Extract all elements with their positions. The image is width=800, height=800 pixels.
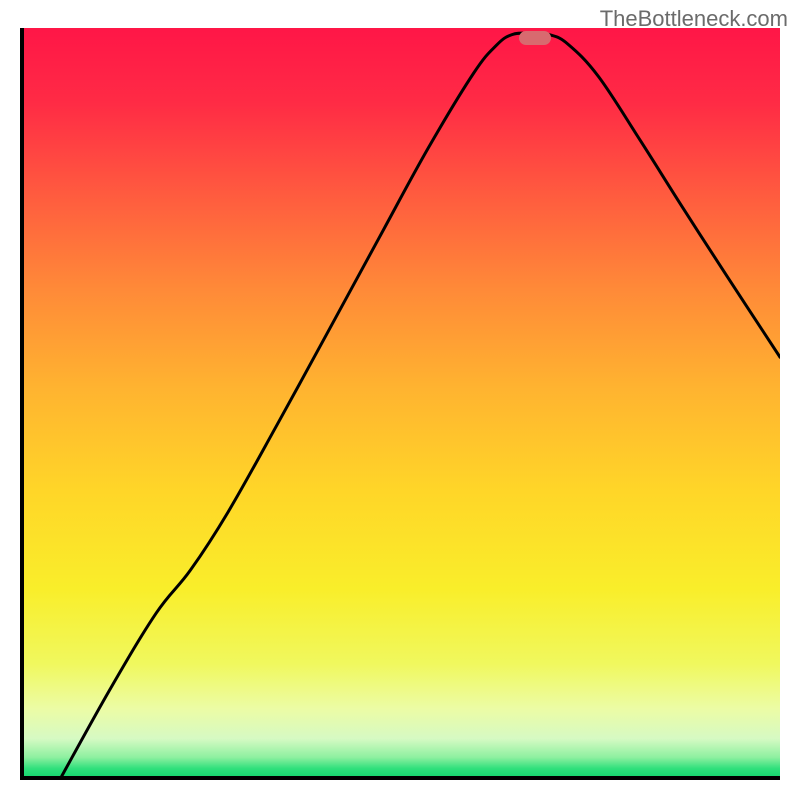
- highlight-marker: [519, 31, 551, 45]
- watermark-text: TheBottleneck.com: [600, 6, 788, 32]
- plot-area: [20, 28, 780, 780]
- curve-line: [24, 28, 780, 776]
- chart-container: TheBottleneck.com: [0, 0, 800, 800]
